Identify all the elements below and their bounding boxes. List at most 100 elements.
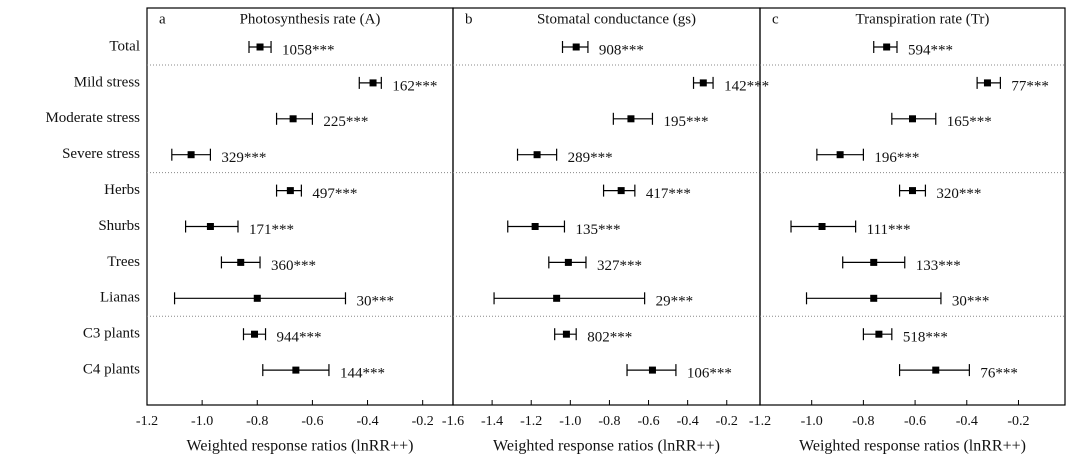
panel-title: Photosynthesis rate (A) [240, 11, 381, 27]
point [909, 187, 916, 195]
point [870, 258, 878, 266]
sample-label: 195*** [663, 114, 708, 130]
panel-letter: c [772, 11, 779, 27]
point [369, 79, 377, 87]
sample-label: 29*** [656, 294, 694, 310]
point [836, 151, 844, 159]
sample-label: 171*** [249, 222, 294, 238]
sample-label: 144*** [340, 366, 385, 382]
x-tick-label: -1.6 [442, 414, 464, 429]
x-tick-label: -0.8 [598, 414, 620, 429]
x-tick-label: -0.2 [716, 414, 738, 429]
point [553, 294, 561, 302]
row-label: Total [109, 38, 140, 54]
x-tick-label: -1.0 [191, 414, 213, 429]
point [531, 223, 539, 230]
x-tick-label: -1.0 [559, 414, 581, 429]
sample-label: 329*** [221, 150, 266, 166]
row-label: Moderate stress [45, 110, 140, 126]
sample-label: 30*** [952, 294, 990, 310]
point [237, 258, 245, 266]
sample-label: 908*** [599, 42, 644, 58]
x-tick-label: -0.4 [356, 414, 378, 429]
sample-label: 30*** [356, 294, 394, 310]
point [883, 43, 891, 51]
x-axis-label: Weighted response ratios (lnRR++) [799, 438, 1026, 455]
point [617, 187, 625, 195]
sample-label: 1058*** [282, 42, 335, 58]
point [289, 115, 297, 123]
point [572, 43, 580, 51]
x-tick-label: -0.8 [246, 414, 268, 429]
row-label: C3 plants [83, 326, 140, 342]
sample-label: 944*** [277, 330, 322, 346]
sample-label: 594*** [908, 42, 953, 58]
sample-label: 360*** [271, 258, 316, 274]
panel-letter: a [159, 11, 166, 27]
sample-label: 225*** [323, 114, 368, 130]
point [699, 79, 707, 87]
panel-title: Transpiration rate (Tr) [856, 11, 990, 27]
row-label: Trees [107, 254, 140, 270]
point [909, 115, 916, 123]
panel-letter: b [465, 11, 473, 27]
point [256, 43, 264, 51]
x-tick-label: -1.2 [136, 414, 158, 429]
point [253, 294, 261, 302]
row-label: Herbs [104, 182, 140, 198]
sample-label: 111*** [867, 222, 911, 238]
row-label: Mild stress [74, 74, 140, 90]
sample-label: 133*** [916, 258, 961, 274]
sample-label: 320*** [936, 186, 981, 202]
sample-label: 518*** [903, 330, 948, 346]
sample-label: 289*** [568, 150, 613, 166]
sample-label: 106*** [687, 366, 732, 382]
point [206, 223, 214, 230]
x-tick-label: -1.2 [749, 414, 771, 429]
sample-label: 77*** [1011, 78, 1049, 94]
x-tick-label: -0.4 [677, 414, 699, 429]
point [562, 330, 570, 338]
x-tick-label: -0.8 [852, 414, 874, 429]
point [292, 366, 300, 374]
row-label: Lianas [100, 290, 140, 306]
point [648, 366, 656, 374]
point [564, 258, 572, 266]
sample-label: 327*** [597, 258, 642, 274]
row-label: Shurbs [98, 218, 140, 234]
point [187, 151, 195, 159]
point [870, 294, 878, 302]
x-tick-label: -1.0 [801, 414, 823, 429]
point [533, 151, 541, 159]
panel-frame [759, 7, 1066, 406]
x-tick-label: -0.4 [956, 414, 978, 429]
x-tick-label: -0.6 [301, 414, 323, 429]
x-tick-label: -0.6 [904, 414, 926, 429]
sample-label: 165*** [947, 114, 992, 130]
point [875, 330, 883, 338]
x-tick-label: -0.2 [412, 414, 434, 429]
row-label: Severe stress [62, 146, 140, 162]
panel-title: Stomatal conductance (gs) [537, 11, 696, 27]
point [818, 223, 826, 230]
sample-label: 76*** [980, 366, 1018, 382]
point [286, 187, 294, 195]
sample-label: 142*** [724, 78, 769, 94]
point [983, 79, 991, 87]
x-tick-label: -1.2 [520, 414, 542, 429]
sample-label: 802*** [587, 330, 632, 346]
sample-label: 196*** [874, 150, 919, 166]
sample-label: 497*** [312, 186, 357, 202]
sample-label: 417*** [646, 186, 691, 202]
x-tick-label: -0.2 [1007, 414, 1029, 429]
point [251, 330, 259, 338]
row-label: C4 plants [83, 362, 140, 378]
point [627, 115, 635, 123]
sample-label: 135*** [575, 222, 620, 238]
x-tick-label: -0.6 [637, 414, 659, 429]
x-axis-label: Weighted response ratios (lnRR++) [493, 438, 720, 455]
x-axis-label: Weighted response ratios (lnRR++) [187, 438, 414, 455]
point [932, 366, 940, 374]
sample-label: 162*** [392, 78, 437, 94]
